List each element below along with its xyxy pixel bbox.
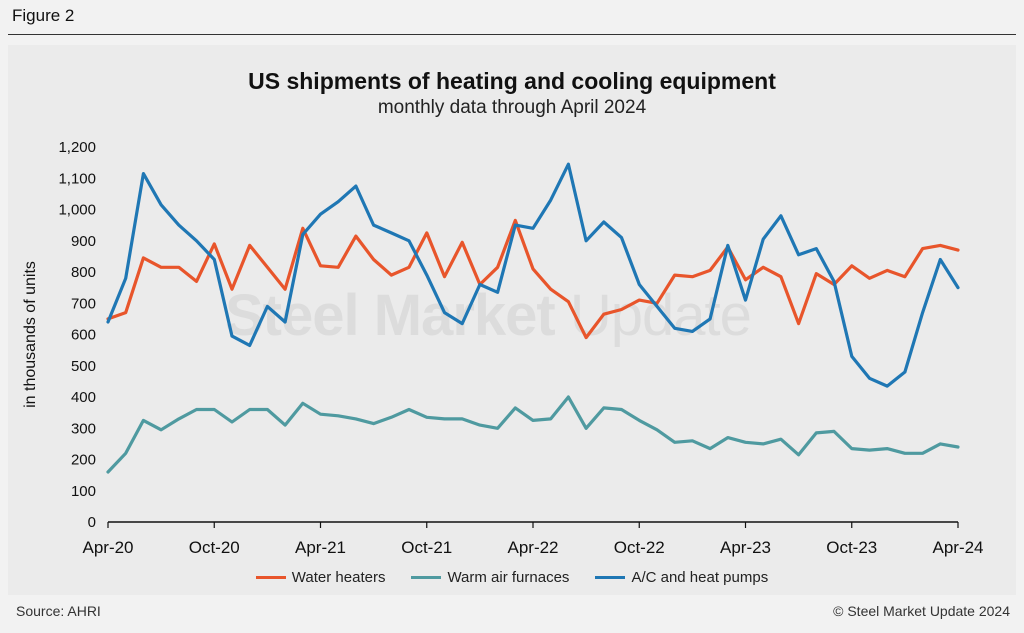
legend-item-water-heaters: Water heaters xyxy=(255,569,386,586)
y-tick-label: 200 xyxy=(71,452,96,469)
legend-swatch xyxy=(255,576,286,579)
y-tick-label: 1,200 xyxy=(58,139,96,156)
legend-label: Warm air furnaces xyxy=(447,569,570,586)
y-tick-label: 300 xyxy=(71,420,96,437)
y-tick-label: 100 xyxy=(71,483,96,500)
y-tick-label: 700 xyxy=(71,295,96,312)
x-tick-label: Oct-21 xyxy=(401,538,452,557)
y-tick-label: 1,000 xyxy=(58,202,96,219)
legend-item-ac-heat-pumps: A/C and heat pumps xyxy=(595,569,768,586)
x-tick-label: Oct-22 xyxy=(614,538,665,557)
top-divider xyxy=(8,34,1016,35)
legend-swatch xyxy=(595,576,626,579)
x-tick-label: Apr-21 xyxy=(295,538,346,557)
watermark-light: Update xyxy=(569,283,752,348)
legend-label: A/C and heat pumps xyxy=(631,569,769,586)
series-line-water-heaters xyxy=(106,218,960,340)
y-tick-label: 0 xyxy=(88,514,96,531)
legend-label: Water heaters xyxy=(291,569,386,586)
x-tick-label: Oct-23 xyxy=(826,538,877,557)
series-line-ac-heat-pumps xyxy=(106,162,960,388)
chart-legend: Water heaters Warm air furnaces A/C and he… xyxy=(0,569,1024,586)
x-tick-label: Apr-24 xyxy=(932,538,983,557)
x-tick-label: Apr-22 xyxy=(507,538,558,557)
y-tick-label: 400 xyxy=(71,389,96,406)
x-tick-label: Apr-20 xyxy=(82,538,133,557)
y-axis-label: in thousands of units xyxy=(22,261,39,408)
figure-label: Figure 2 xyxy=(12,6,75,25)
y-tick-label: 500 xyxy=(71,358,96,375)
chart-title: US shipments of heating and cooling equi… xyxy=(248,68,776,94)
copyright-note: © Steel Market Update 2024 xyxy=(833,603,1010,619)
legend-swatch xyxy=(411,576,442,579)
x-tick-label: Apr-23 xyxy=(720,538,771,557)
y-tick-label: 600 xyxy=(71,327,96,344)
series-line-warm-air-furnaces xyxy=(106,395,960,474)
legend-item-warm-air-furnaces: Warm air furnaces xyxy=(411,569,569,586)
chart-subtitle: monthly data through April 2024 xyxy=(377,97,647,118)
y-tick-label: 1,100 xyxy=(58,170,96,187)
y-tick-label: 900 xyxy=(71,233,96,250)
x-tick-label: Oct-20 xyxy=(189,538,240,557)
chart-panel xyxy=(8,45,1016,595)
source-note: Source: AHRI xyxy=(16,603,101,619)
y-tick-label: 800 xyxy=(71,264,96,281)
